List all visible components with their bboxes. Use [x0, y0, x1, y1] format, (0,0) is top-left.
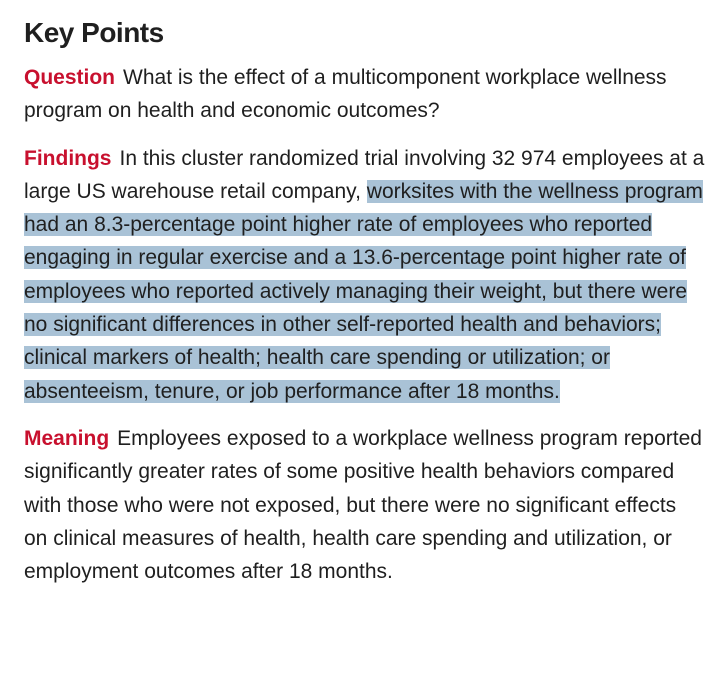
meaning-label: Meaning	[24, 426, 110, 450]
findings-section: Findings In this cluster randomized trial…	[24, 142, 705, 408]
key-points-title: Key Points	[24, 17, 164, 48]
meaning-text: Employees exposed to a workplace wellnes…	[24, 426, 702, 584]
question-text: What is the effect of a multicomponent w…	[24, 66, 667, 123]
findings-text: In this cluster randomized trial involvi…	[24, 146, 705, 203]
findings-label: Findings	[24, 146, 112, 170]
meaning-section: Meaning Employees exposed to a workplace …	[24, 422, 705, 588]
findings-highlighted-text[interactable]: worksites with the wellness program had …	[24, 179, 703, 403]
question-label: Question	[24, 66, 116, 89]
question-section: Question What is the effect of a multicom…	[24, 61, 705, 128]
